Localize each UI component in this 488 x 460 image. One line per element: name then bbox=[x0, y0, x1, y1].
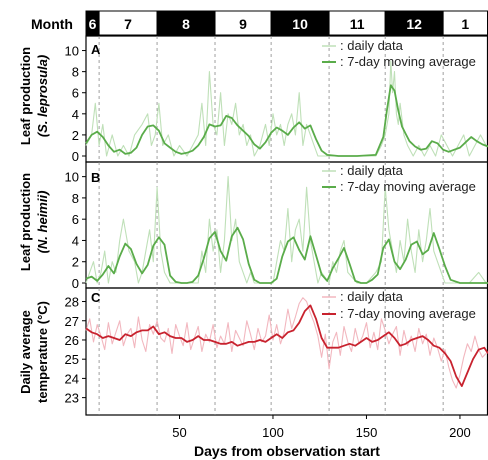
panel-c-moving-average-line bbox=[85, 304, 488, 388]
panel-a-ylabel-line2: (S. leprosula) bbox=[35, 55, 50, 137]
panel-b-ytick-label: 8 bbox=[72, 191, 79, 206]
month-label-11: 11 bbox=[350, 16, 365, 32]
panel-a-legend-daily: : daily data bbox=[340, 38, 404, 53]
month-cells: 6 7 8 9 10 11 12 1 bbox=[85, 10, 488, 36]
panel-b-legend-daily: : daily data bbox=[340, 163, 404, 178]
panel-b-letter: B bbox=[91, 170, 100, 185]
month-label-6: 6 bbox=[89, 16, 97, 32]
panel-c-legend-daily: : daily data bbox=[340, 289, 404, 304]
month-label-1: 1 bbox=[461, 16, 469, 32]
panel-b-ytick-label: 2 bbox=[72, 255, 79, 270]
panel-b-daily-data-line bbox=[85, 176, 487, 284]
panel-b-ylabel-line1: Leaf production bbox=[18, 173, 33, 271]
panel-c-legend-avg: : 7-day moving average bbox=[340, 306, 476, 321]
month-cell-8 bbox=[156, 10, 216, 36]
panel-c-ytick-label: 27 bbox=[65, 314, 79, 329]
month-bar: Month 6 7 8 9 10 11 12 1 bbox=[31, 10, 488, 36]
month-label-12: 12 bbox=[406, 16, 422, 32]
month-bar-label: Month bbox=[31, 16, 73, 32]
panel-a-daily-data-line bbox=[85, 60, 487, 157]
x-axis-label: Days from observation start bbox=[194, 443, 380, 459]
panel-a-ytick-label: 0 bbox=[72, 149, 79, 164]
panel-a-ytick-label: 6 bbox=[72, 86, 79, 101]
panel-a-letter: A bbox=[91, 42, 101, 57]
month-cell-12 bbox=[384, 10, 444, 36]
x-tick-label: 50 bbox=[172, 425, 186, 440]
panel-a-ylabel-line1: Leaf production bbox=[18, 47, 33, 145]
panel-a-ytick-label: 4 bbox=[72, 107, 79, 122]
panel-b-ylabel-line2: (N. heimii) bbox=[35, 191, 50, 254]
month-cell-11 bbox=[328, 10, 386, 36]
month-label-9: 9 bbox=[239, 16, 247, 32]
month-cell-10 bbox=[270, 10, 330, 36]
panel-c-daily-data-line bbox=[85, 297, 487, 389]
panel-c-ytick-label: 28 bbox=[65, 295, 79, 310]
panel-c-ytick-label: 26 bbox=[65, 333, 79, 348]
panel-c-ytick-label: 24 bbox=[65, 371, 79, 386]
panel-a-ytick-label: 10 bbox=[65, 44, 79, 59]
panel-b-moving-average-line bbox=[85, 226, 488, 284]
panel-a-ytick-label: 2 bbox=[72, 128, 79, 143]
panel-b-ytick-label: 6 bbox=[72, 212, 79, 227]
month-cell-7 bbox=[98, 10, 158, 36]
panel-b-ytick-label: 10 bbox=[65, 170, 79, 185]
month-label-7: 7 bbox=[124, 16, 132, 32]
panel-a-moving-average-line bbox=[85, 84, 488, 157]
panel-c-ylabel-line2: temperature (°C) bbox=[35, 301, 50, 403]
month-label-10: 10 bbox=[292, 16, 308, 32]
panel-b-legend-avg: : 7-day moving average bbox=[340, 179, 476, 194]
x-tick-label: 100 bbox=[262, 425, 284, 440]
panel-c-letter: C bbox=[91, 290, 101, 305]
panel-a-ytick-label: 8 bbox=[72, 65, 79, 80]
month-label-8: 8 bbox=[182, 16, 190, 32]
panel-a-legend-avg: : 7-day moving average bbox=[340, 54, 476, 69]
panel-b-ytick-label: 0 bbox=[72, 276, 79, 291]
panel-c-ytick-label: 23 bbox=[65, 391, 79, 406]
x-tick-label: 200 bbox=[449, 425, 471, 440]
x-tick-label: 150 bbox=[356, 425, 378, 440]
panel-c-ylabel-line1: Daily average bbox=[18, 310, 33, 394]
panel-a: 0 2 4 6 8 10 bbox=[65, 35, 488, 164]
panel-b-ytick-label: 4 bbox=[72, 233, 79, 248]
panel-c-ytick-label: 25 bbox=[65, 352, 79, 367]
month-cell-9 bbox=[214, 10, 272, 36]
